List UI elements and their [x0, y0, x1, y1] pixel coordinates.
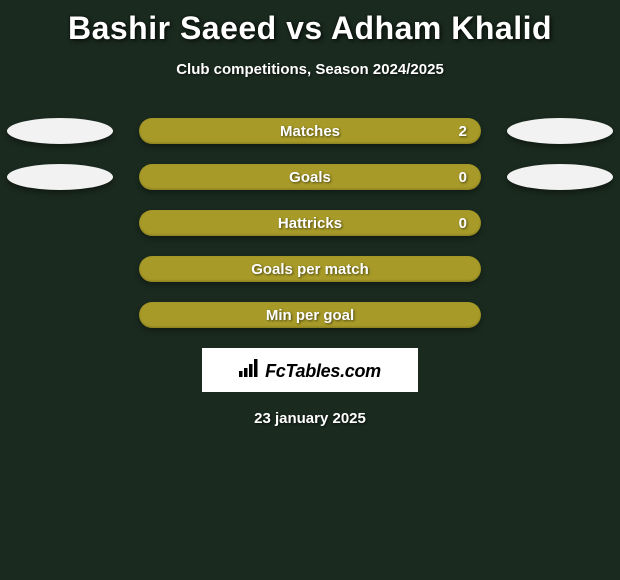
stat-label: Hattricks	[278, 215, 342, 232]
date-label: 23 january 2025	[0, 410, 620, 427]
stat-bar: Matches 2	[139, 118, 481, 144]
stat-bar: Min per goal	[139, 302, 481, 328]
stat-label: Goals	[289, 169, 331, 186]
stat-row-matches: Matches 2	[0, 118, 620, 144]
stat-value: 2	[459, 123, 467, 140]
left-marker	[7, 118, 113, 144]
stat-row-goals: Goals 0	[0, 164, 620, 190]
stat-bar: Goals per match	[139, 256, 481, 282]
left-marker	[7, 164, 113, 190]
comparison-infographic: Bashir Saeed vs Adham Khalid Club compet…	[0, 0, 620, 580]
stat-label: Min per goal	[266, 307, 354, 324]
stat-value: 0	[459, 169, 467, 186]
stats-rows: Matches 2 Goals 0 Hattricks 0 Goals per …	[0, 118, 620, 328]
stat-bar: Goals 0	[139, 164, 481, 190]
bar-chart-icon	[239, 359, 261, 377]
stat-bar: Hattricks 0	[139, 210, 481, 236]
subtitle: Club competitions, Season 2024/2025	[0, 61, 620, 78]
stat-value: 0	[459, 215, 467, 232]
right-marker	[507, 164, 613, 190]
stat-row-goals-per-match: Goals per match	[0, 256, 620, 282]
brand-text: FcTables.com	[265, 361, 381, 382]
right-marker	[507, 118, 613, 144]
stat-row-min-per-goal: Min per goal	[0, 302, 620, 328]
page-title: Bashir Saeed vs Adham Khalid	[0, 0, 620, 47]
stat-row-hattricks: Hattricks 0	[0, 210, 620, 236]
stat-label: Matches	[280, 123, 340, 140]
stat-label: Goals per match	[251, 261, 369, 278]
brand-badge: FcTables.com	[202, 348, 418, 392]
